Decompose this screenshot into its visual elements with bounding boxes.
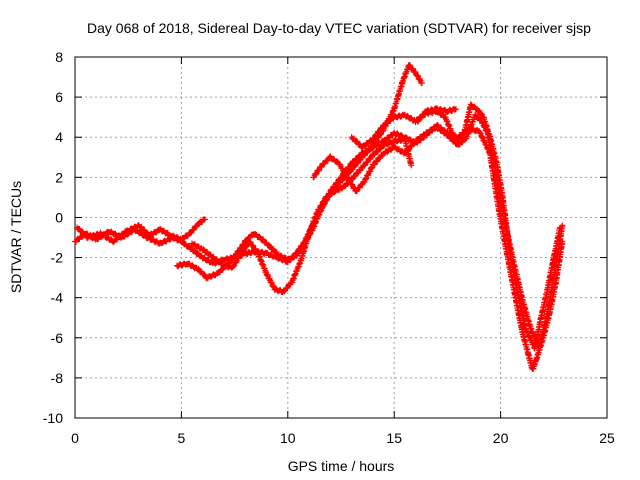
- grid-lines: [75, 57, 607, 418]
- x-tick-label-3: 15: [386, 430, 402, 446]
- series-arc-5: [310, 111, 566, 351]
- y-tick-label-4: -2: [51, 250, 64, 266]
- x-axis-label: GPS time / hours: [288, 458, 395, 474]
- y-tick-label-5: 0: [55, 209, 63, 225]
- y-tick-label-8: 6: [55, 89, 63, 105]
- y-tick-label-2: -6: [51, 330, 64, 346]
- x-tick-label-5: 25: [599, 430, 615, 446]
- plot-frame: [74, 56, 608, 419]
- series-arc-6: [348, 101, 564, 352]
- x-tick-label-4: 20: [493, 430, 509, 446]
- y-tick-label-6: 2: [55, 169, 63, 185]
- chart-title: Day 068 of 2018, Sidereal Day-to-day VTE…: [87, 20, 591, 36]
- series-arc-4: [189, 135, 415, 295]
- data-series: [72, 62, 566, 372]
- y-tick-label-9: 8: [55, 49, 63, 65]
- y-tick-label-7: 4: [55, 129, 63, 145]
- x-tick-label-2: 10: [280, 430, 296, 446]
- y-tick-label-0: -10: [43, 410, 63, 426]
- series-arc-7: [414, 105, 459, 125]
- y-tick-label-3: -4: [51, 290, 64, 306]
- x-tick-label-0: 0: [71, 430, 79, 446]
- y-axis-label: SDTVAR / TECUs: [8, 181, 24, 293]
- x-tick-label-1: 5: [178, 430, 186, 446]
- y-tick-label-1: -8: [51, 370, 64, 386]
- axis-ticks: 0 5 10 15 20 25 -10 -8 -6 -4 -2 0 2 4 6 8: [43, 49, 615, 446]
